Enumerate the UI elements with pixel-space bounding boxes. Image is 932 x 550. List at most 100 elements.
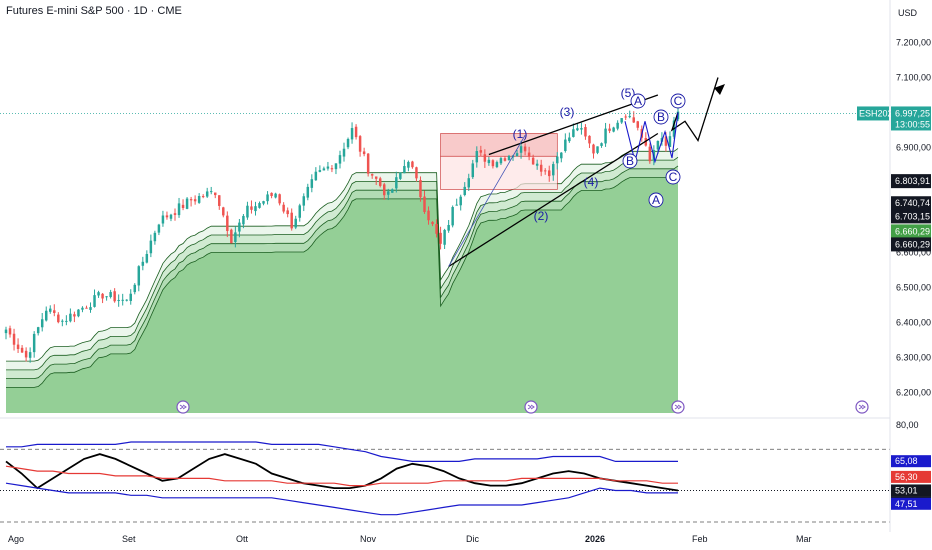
x-tick-label: 2026 — [585, 534, 605, 544]
candle-body — [531, 157, 535, 165]
candle-body — [278, 194, 281, 204]
candle-body — [69, 313, 72, 322]
candle-body — [648, 146, 652, 162]
candle-body — [350, 128, 354, 140]
candle-body — [576, 128, 579, 131]
price-tag — [891, 106, 931, 131]
osc-series-line — [5, 482, 678, 516]
candle-body — [552, 164, 555, 176]
candle-body — [238, 222, 241, 232]
candle-body — [568, 137, 571, 142]
candle-body — [374, 176, 378, 179]
candle-body — [411, 161, 414, 168]
candle-body — [77, 309, 80, 317]
candle-body — [89, 307, 92, 310]
candle-body — [286, 210, 289, 215]
candle-body — [57, 314, 60, 323]
candle-body — [487, 159, 491, 164]
x-tick-label: Ago — [8, 534, 24, 544]
wave-label: C — [674, 94, 683, 108]
candle-body — [564, 139, 567, 151]
band-fill — [6, 174, 678, 413]
candle-body — [572, 129, 575, 137]
candle-body — [197, 196, 201, 203]
wave-label: A — [634, 94, 642, 108]
candle-body — [97, 292, 100, 296]
y-tick-label: 6.200,00 — [896, 388, 931, 398]
candle-body — [463, 186, 466, 195]
wave-circle — [653, 109, 669, 125]
wave-label: B — [626, 154, 634, 168]
currency-label: USD — [898, 8, 918, 18]
candle-body — [85, 307, 88, 309]
candle-body — [61, 320, 64, 322]
wave-label: (4) — [584, 175, 599, 189]
candle-body — [547, 170, 551, 177]
candle-body — [600, 143, 603, 146]
osc-tick-label: 80,00 — [896, 420, 919, 430]
price-tag — [891, 209, 931, 224]
symbol-tag — [857, 106, 889, 121]
x-tick-label: Nov — [360, 534, 377, 544]
candle-body — [475, 151, 479, 163]
band-line — [6, 156, 679, 371]
candle-body — [44, 310, 48, 321]
candle-body — [342, 148, 346, 157]
candle-body — [395, 177, 398, 189]
event-icon-glyph — [858, 404, 866, 410]
candle-body — [471, 163, 475, 178]
wave-circle — [630, 93, 646, 109]
candle-body — [65, 320, 68, 322]
price-tag — [891, 174, 931, 189]
symbol-tag-label: ESH2026 — [859, 108, 898, 118]
osc-value-tag — [891, 470, 931, 483]
candle-body — [250, 206, 253, 210]
candle-body — [378, 178, 382, 186]
candle-body — [105, 296, 108, 298]
candle-body — [262, 201, 265, 204]
y-tick-label: 6.600,00 — [896, 248, 931, 258]
osc-value-tag-label: 56,30 — [895, 472, 918, 482]
candle-body — [266, 194, 269, 202]
x-tick-label: Dic — [466, 534, 479, 544]
candle-body — [338, 155, 342, 164]
candle-body — [584, 127, 587, 137]
y-tick-label: 6.500,00 — [896, 283, 931, 293]
candle-body — [439, 232, 442, 244]
candle-body — [358, 136, 362, 152]
candle-body — [214, 192, 217, 196]
candle-body — [73, 314, 76, 317]
candle-body — [177, 203, 181, 216]
osc-value-tag — [891, 455, 931, 468]
candle-body — [24, 350, 28, 358]
candle-body — [101, 293, 104, 299]
candle-body — [242, 215, 245, 225]
candle-body — [523, 146, 527, 152]
candle-body — [423, 196, 426, 212]
candle-body — [403, 166, 406, 174]
band-line — [6, 148, 679, 362]
candle-body — [306, 186, 310, 198]
candle-body — [608, 128, 611, 131]
candle-body — [189, 199, 193, 201]
wave-circle — [665, 169, 681, 185]
candle-body — [181, 204, 185, 208]
candle-body — [366, 153, 370, 174]
candle-body — [326, 166, 330, 169]
candle-body — [314, 171, 318, 181]
candle-body — [32, 333, 36, 353]
candle-body — [479, 150, 483, 153]
candle-body — [399, 172, 402, 179]
candle-body — [16, 344, 20, 349]
candle-body — [129, 293, 132, 301]
band-line — [6, 174, 679, 388]
x-tick-label: Feb — [692, 534, 708, 544]
candle-body — [149, 240, 153, 254]
candle-body — [12, 333, 16, 345]
candle-body — [503, 158, 507, 161]
candlestick-series — [0, 108, 890, 363]
candle-body — [535, 163, 539, 166]
candle-body — [226, 215, 229, 231]
